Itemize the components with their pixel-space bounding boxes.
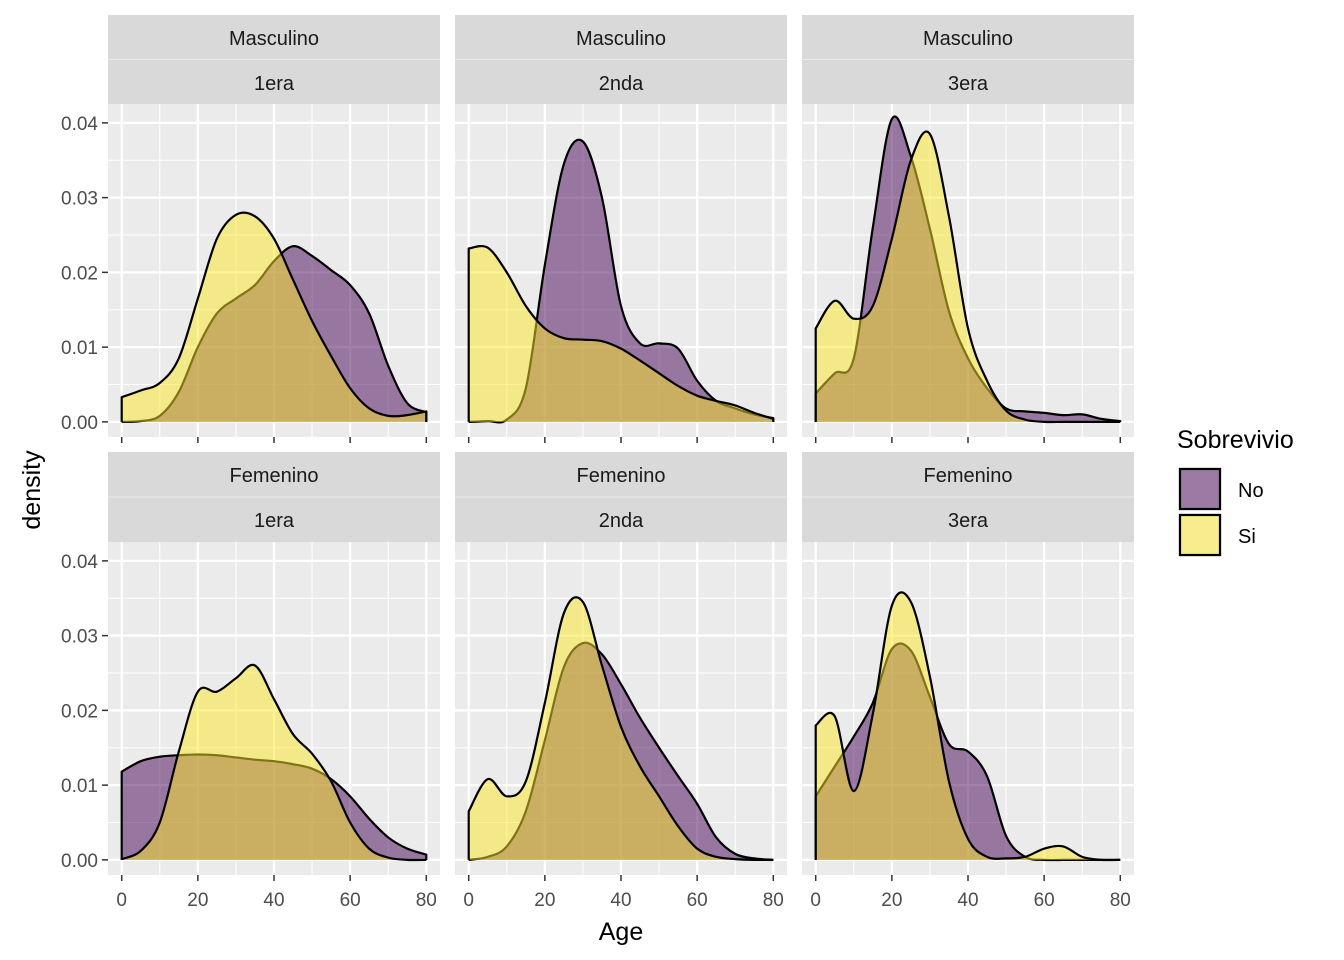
x-tick-label: 20 — [881, 890, 902, 911]
density-line-si — [467, 245, 775, 422]
legend-key-no — [1178, 467, 1222, 511]
x-tick-label: 20 — [534, 890, 555, 911]
facet-row-label: Masculino — [923, 28, 1013, 50]
facet-col-label: 1era — [254, 510, 295, 532]
y-tick-label: 0.04 — [61, 114, 98, 135]
y-axis-title: density — [18, 450, 46, 530]
x-tick-label: 80 — [763, 890, 784, 911]
facet-col-label: 2nda — [599, 73, 644, 95]
density-line-si — [814, 591, 1121, 862]
x-tick-label: 0 — [810, 890, 821, 911]
density-area-si — [468, 246, 774, 422]
facet-panel-4: Femenino 1era 0.00 0.01 0.02 0.03 0.04 0 20 40 60 8… — [61, 452, 440, 911]
density-line-si — [120, 663, 427, 862]
legend-label-si: Si — [1238, 526, 1256, 548]
y-tick-label: 0.01 — [61, 338, 98, 359]
density-area-si — [121, 664, 427, 861]
legend: Sobrevivio No Si — [1177, 426, 1294, 557]
x-tick-label: 60 — [687, 890, 708, 911]
density-area-si — [815, 592, 1121, 861]
density-line-si — [120, 211, 428, 422]
x-tick-label: 60 — [1034, 890, 1055, 911]
x-tick-label: 40 — [610, 890, 631, 911]
density-area-si — [815, 131, 1121, 423]
facet-col-label: 1era — [254, 73, 295, 95]
y-tick-label: 0.02 — [61, 701, 98, 722]
facet-panel-3: Masculino 3era — [802, 15, 1134, 443]
facet-row-label: Femenino — [230, 465, 319, 487]
facet-panel-2: Masculino 2nda — [455, 15, 787, 443]
legend-key-si — [1178, 513, 1222, 557]
y-tick-label: 0.04 — [61, 552, 98, 573]
x-tick-label: 60 — [340, 890, 361, 911]
facet-row-label: Femenino — [577, 465, 666, 487]
facet-panel-6: Femenino 3era 0 20 40 60 80 — [802, 452, 1134, 911]
y-tick-label: 0.00 — [61, 413, 98, 434]
x-tick-label: 80 — [416, 890, 437, 911]
legend-label-no: No — [1238, 480, 1264, 502]
y-tick-label: 0.03 — [61, 189, 98, 210]
y-tick-label: 0.02 — [61, 263, 98, 284]
x-tick-label: 80 — [1110, 890, 1131, 911]
x-tick-label: 40 — [957, 890, 978, 911]
x-tick-label: 20 — [187, 890, 208, 911]
facet-col-label: 3era — [948, 510, 989, 532]
facet-col-label: 2nda — [599, 510, 644, 532]
y-tick-label: 0.01 — [61, 776, 98, 797]
facet-row-label: Femenino — [924, 465, 1013, 487]
x-axis-title: Age — [599, 918, 643, 946]
x-tick-label: 0 — [463, 890, 474, 911]
facet-row-label: Masculino — [229, 28, 319, 50]
facet-row-label: Masculino — [576, 28, 666, 50]
density-area-si — [121, 212, 427, 422]
y-tick-label: 0.03 — [61, 627, 98, 648]
facet-panel-1: Masculino 1era 0.00 0.01 0.02 0.03 0.04 — [61, 15, 440, 443]
facet-panel-5: Femenino 2nda 0 20 40 60 80 — [455, 452, 787, 911]
y-tick-label: 0.00 — [61, 851, 98, 872]
x-tick-label: 0 — [116, 890, 127, 911]
x-tick-label: 40 — [263, 890, 284, 911]
density-line-si — [814, 130, 1121, 424]
legend-title: Sobrevivio — [1177, 426, 1294, 454]
density-line-si — [467, 596, 774, 862]
facet-col-label: 3era — [948, 73, 989, 95]
